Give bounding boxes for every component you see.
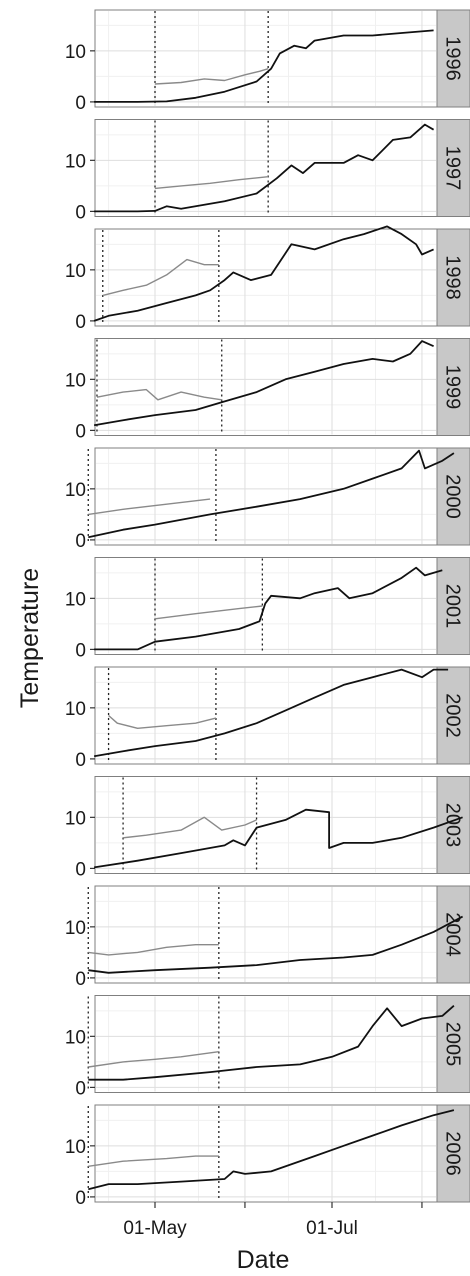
facet-strip-label: 2004 <box>442 912 464 957</box>
y-tick-label: 0 <box>75 312 86 333</box>
facet-strip-label: 1996 <box>442 36 464 81</box>
facet-strip-label: 1998 <box>442 255 464 300</box>
facet-strip <box>436 666 470 765</box>
y-tick-label: 0 <box>75 421 86 442</box>
y-tick-label: 0 <box>75 859 86 880</box>
panel-background <box>94 557 438 655</box>
series-main-line <box>94 566 443 651</box>
y-tick-label: 0 <box>75 93 86 114</box>
y-tick-label: 10 <box>65 151 86 172</box>
facet-strip <box>436 447 470 546</box>
series-main-line <box>88 449 455 539</box>
facet-panels: 1996 0 10 1997 0 10 1998 0 10 1999 0 10 2000 0 10 2001 0… <box>65 9 470 1239</box>
facet-strip <box>436 228 470 327</box>
x-axis-title: Date <box>237 1246 290 1274</box>
x-tick-label: 01-Jul <box>306 1218 358 1239</box>
panel-background <box>94 1104 438 1203</box>
facet-panel-1996: 1996 0 10 <box>65 9 470 114</box>
facet-strip-label: 2000 <box>442 474 464 519</box>
facet-strip <box>436 1104 470 1203</box>
facet-strip-label: 2005 <box>442 1022 464 1067</box>
series-grey-line <box>96 388 222 401</box>
facet-strip <box>436 995 470 1093</box>
facet-strip <box>436 119 470 217</box>
facet-strip-label: 2003 <box>442 803 464 848</box>
series-main-line <box>94 123 435 213</box>
series-grey-line <box>88 1155 219 1167</box>
facet-panel-1997: 1997 0 10 <box>65 119 470 223</box>
panel-background <box>94 885 438 984</box>
facet-panel-1999: 1999 0 10 <box>65 338 470 442</box>
y-tick-label: 10 <box>65 370 86 391</box>
y-tick-label: 0 <box>75 531 86 552</box>
facet-strip-label: 1997 <box>442 146 464 191</box>
facet-panel-2005: 2005 0 10 <box>65 995 470 1099</box>
facet-panel-1998: 1998 0 10 <box>65 225 470 333</box>
facet-strip-label: 2001 <box>442 584 464 629</box>
y-tick-label: 10 <box>65 1137 86 1158</box>
facet-panel-2003: 2003 0 10 <box>65 776 470 880</box>
y-tick-label: 10 <box>65 261 86 282</box>
y-tick-label: 0 <box>75 969 86 990</box>
panel-background <box>94 447 438 546</box>
facet-panel-2002: 2002 0 10 <box>65 666 470 771</box>
panel-background <box>94 666 438 765</box>
y-tick-label: 10 <box>65 1027 86 1048</box>
y-tick-label: 0 <box>75 640 86 661</box>
facet-strip-label: 2002 <box>442 693 464 738</box>
panel-background <box>94 228 438 327</box>
series-grey-line <box>88 498 211 516</box>
facet-strip <box>436 557 470 655</box>
series-grey-line <box>154 176 269 190</box>
series-grey-line <box>123 816 257 839</box>
series-grey-line <box>102 258 219 297</box>
facet-strip <box>436 885 470 984</box>
series-main-line <box>93 808 463 869</box>
series-grey-line <box>154 68 269 85</box>
panel-background <box>94 995 438 1093</box>
y-tick-label: 0 <box>75 750 86 771</box>
facet-strip-label: 2006 <box>442 1131 464 1176</box>
y-tick-label: 0 <box>75 202 86 223</box>
y-tick-label: 10 <box>65 699 86 720</box>
series-main-line <box>93 668 449 758</box>
y-tick-label: 0 <box>75 1188 86 1209</box>
series-main-line <box>88 1109 455 1191</box>
facet-panel-2001: 2001 0 10 <box>65 557 470 661</box>
facet-panel-2004: 2004 0 10 <box>65 885 470 990</box>
series-main-line <box>93 225 434 322</box>
facet-strip-label: 1999 <box>442 365 464 410</box>
series-main-line <box>88 915 464 974</box>
series-grey-line <box>108 714 217 729</box>
series-main-line <box>94 29 434 103</box>
x-tick-label: 01-May <box>123 1218 187 1239</box>
series-main-line <box>93 340 434 427</box>
y-axis-title: Temperature <box>16 568 44 708</box>
y-tick-label: 10 <box>65 42 86 63</box>
y-tick-label: 10 <box>65 808 86 829</box>
series-main-line <box>88 1005 455 1081</box>
facet-strip <box>436 338 470 436</box>
series-grey-line <box>88 1051 219 1068</box>
y-tick-label: 10 <box>65 589 86 610</box>
facet-panel-2006: 2006 0 10 <box>65 1104 470 1209</box>
y-tick-label: 10 <box>65 918 86 939</box>
series-grey-line <box>88 944 219 956</box>
y-tick-label: 0 <box>75 1078 86 1099</box>
panel-background <box>94 9 438 108</box>
panel-background <box>94 119 438 217</box>
facet-strip <box>436 9 470 108</box>
y-tick-label: 10 <box>65 480 86 501</box>
facet-panel-2000: 2000 0 10 <box>65 447 470 552</box>
series-grey-line <box>154 605 263 620</box>
